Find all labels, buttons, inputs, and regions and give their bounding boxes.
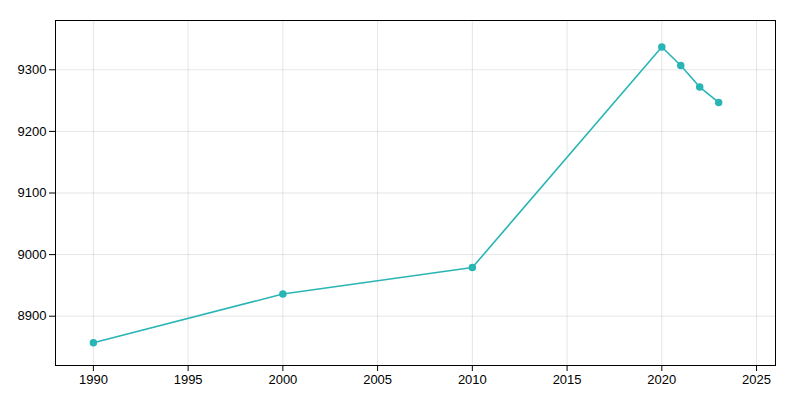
svg-text:9000: 9000 [18, 247, 47, 262]
svg-text:2015: 2015 [553, 372, 582, 387]
svg-text:2005: 2005 [363, 372, 392, 387]
svg-text:9200: 9200 [18, 124, 47, 139]
svg-text:9300: 9300 [18, 62, 47, 77]
svg-text:1990: 1990 [79, 372, 108, 387]
svg-text:2000: 2000 [268, 372, 297, 387]
svg-text:2010: 2010 [458, 372, 487, 387]
svg-text:2020: 2020 [647, 372, 676, 387]
svg-text:1995: 1995 [174, 372, 203, 387]
svg-text:2025: 2025 [742, 372, 771, 387]
svg-text:9100: 9100 [18, 185, 47, 200]
svg-text:8900: 8900 [18, 308, 47, 323]
